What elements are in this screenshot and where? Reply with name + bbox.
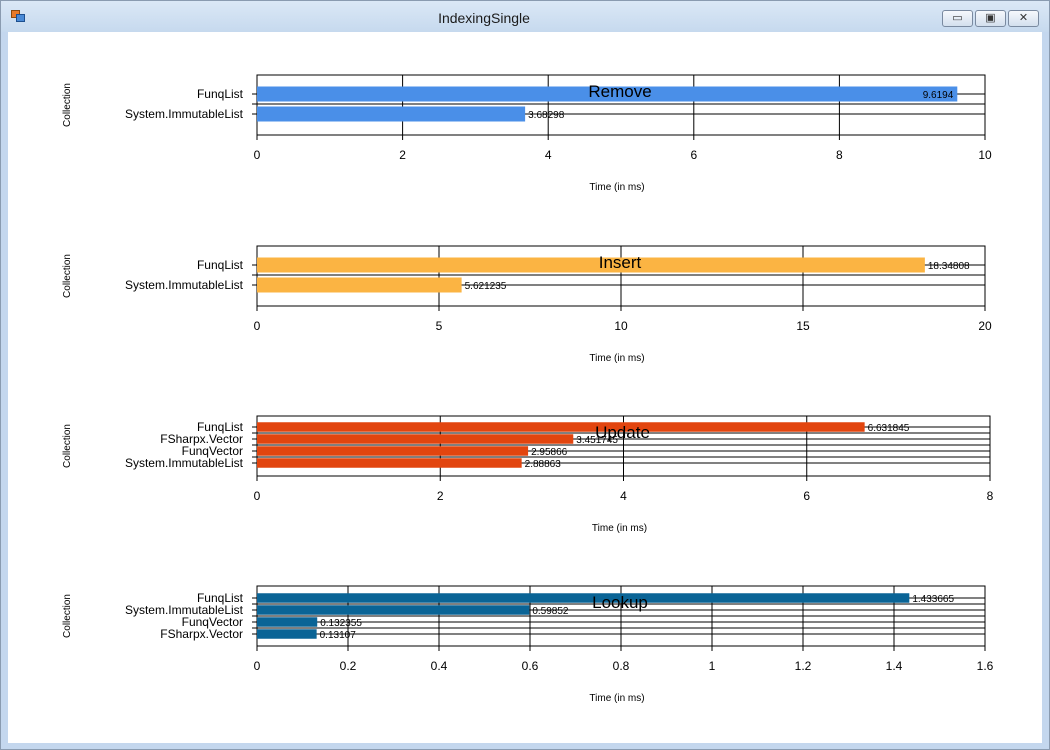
minimize-icon: ▭ [952,12,963,24]
maximize-icon: ▣ [985,12,996,24]
bar-value-label: 1.433665 [912,594,954,605]
plot-frame [256,585,986,647]
bar [257,422,865,432]
close-button[interactable]: ✕ [1008,10,1039,27]
x-tick-label: 6 [803,489,810,503]
bar [257,257,925,273]
bar-value-label: 5.621235 [465,281,507,292]
bar-value-label: 0.13107 [320,630,357,641]
category-label: System.ImmutableList [125,456,244,470]
y-axis-label: Collection [62,594,73,638]
x-tick-label: 6 [690,148,697,162]
x-tick-label: 2 [437,489,444,503]
minimize-button[interactable]: ▭ [942,10,973,27]
category-label: System.ImmutableList [125,603,244,617]
x-tick-label: 0 [254,148,261,162]
bar [257,617,318,627]
bar-value-label: 18.34808 [928,261,970,272]
plot-frame [256,415,991,477]
bar-value-label: 6.631845 [868,423,910,434]
title-bar[interactable]: IndexingSingle ▭ ▣ ✕ [1,1,1049,32]
x-tick-label: 20 [978,319,992,333]
chart-title: Lookup [592,593,648,612]
x-axis-label: Time (in ms) [589,353,644,364]
category-label: FunqVector [182,615,243,629]
bar-value-label: 2.95866 [531,447,568,458]
x-tick-label: 0.6 [522,659,539,673]
bar [257,106,526,122]
plot-frame [256,245,986,307]
bar-value-label: 3.451745 [576,435,618,446]
bar [257,446,529,456]
x-tick-label: 10 [978,148,992,162]
bar [257,593,910,603]
bar-value-label: 2.88863 [525,459,562,470]
bar [257,86,958,102]
charts-svg: 9.6194 FunqList 3.68298 System.ImmutableLis… [62,74,994,704]
x-tick-label: 4 [545,148,552,162]
plot-frame [256,74,986,136]
x-tick-label: 8 [987,489,994,503]
x-tick-label: 0 [254,659,261,673]
y-axis-label: Collection [62,424,73,468]
bar-value-label: 9.6194 [923,90,954,101]
x-tick-label: 0.8 [613,659,630,673]
category-label: FunqList [197,87,244,101]
x-tick-label: 1.4 [886,659,903,673]
y-axis-label: Collection [62,83,73,127]
category-label: FunqList [197,591,244,605]
x-tick-label: 4 [620,489,627,503]
x-tick-label: 1.2 [795,659,812,673]
category-label: FunqVector [182,444,243,458]
x-tick-label: 0 [254,319,261,333]
x-tick-label: 5 [436,319,443,333]
app-icon[interactable] [11,10,25,22]
chart-title: Remove [588,82,651,101]
x-tick-label: 0.4 [431,659,448,673]
window-title: IndexingSingle [438,10,530,26]
category-label: System.ImmutableList [125,278,244,292]
bar [257,605,530,615]
x-axis-label: Time (in ms) [592,523,647,534]
category-label: FSharpx.Vector [160,627,243,641]
x-tick-label: 15 [796,319,810,333]
bar-value-label: 3.68298 [528,110,565,121]
chart-title: Update [595,423,650,442]
x-tick-label: 0 [254,489,261,503]
x-tick-label: 1 [709,659,716,673]
bar [257,629,317,639]
category-label: FunqList [197,258,244,272]
chart-title: Insert [599,253,642,272]
x-axis-label: Time (in ms) [589,693,644,704]
bar-value-label: 0.132355 [320,618,362,629]
category-label: System.ImmutableList [125,107,244,121]
bar [257,277,462,293]
bar [257,434,574,444]
maximize-button[interactable]: ▣ [975,10,1006,27]
x-tick-label: 10 [614,319,628,333]
bar [257,458,522,468]
close-icon: ✕ [1018,12,1029,24]
x-tick-label: 0.2 [340,659,357,673]
category-label: FunqList [197,420,244,434]
bar-value-label: 0.59852 [532,606,569,617]
x-tick-label: 1.6 [977,659,994,673]
x-axis-label: Time (in ms) [589,182,644,193]
y-axis-label: Collection [62,254,73,298]
x-tick-label: 2 [399,148,406,162]
x-tick-label: 8 [836,148,843,162]
chart-area: 9.6194 FunqList 3.68298 System.ImmutableLis… [8,32,1042,743]
category-label: FSharpx.Vector [160,432,243,446]
